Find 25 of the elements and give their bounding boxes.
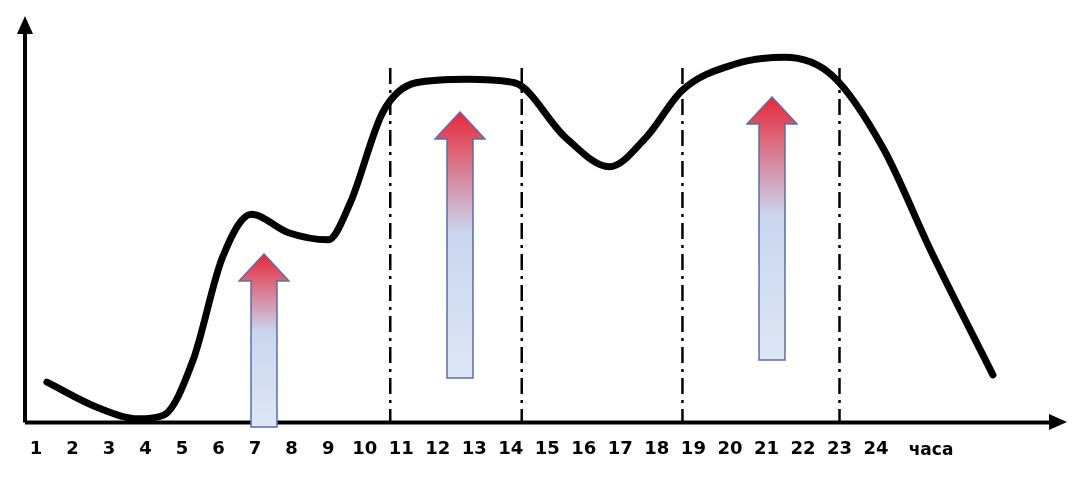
x-tick-label: 6 [212,436,225,458]
x-tick-label: 21 [753,436,779,458]
x-tick-label: 24 [863,436,889,458]
x-tick-label: 13 [461,436,487,458]
x-tick-label: 14 [498,436,524,458]
x-tick-label: 5 [175,436,189,458]
x-tick-label: 7 [248,436,262,458]
x-tick-label: 23 [826,436,853,458]
x-tick-label: 15 [534,436,560,458]
x-tick-label: 1 [29,436,43,458]
x-tick-label: 10 [352,436,378,458]
x-tick-label: 2 [66,436,79,458]
x-tick-label: 16 [571,436,597,458]
x-tick-label: 20 [717,436,743,458]
x-tick-label: 8 [285,436,298,458]
x-tick-label: 11 [388,436,414,458]
x-axis-title: часа [908,438,954,459]
x-tick-label: 3 [102,436,116,458]
x-tick-label: 18 [644,436,670,458]
x-tick-label: 22 [790,436,816,458]
x-tick-label: 17 [607,436,633,458]
x-tick-label: 12 [425,436,451,458]
x-tick-label: 4 [139,436,152,458]
x-tick-label: 19 [680,436,706,458]
x-tick-label: 9 [321,436,335,458]
